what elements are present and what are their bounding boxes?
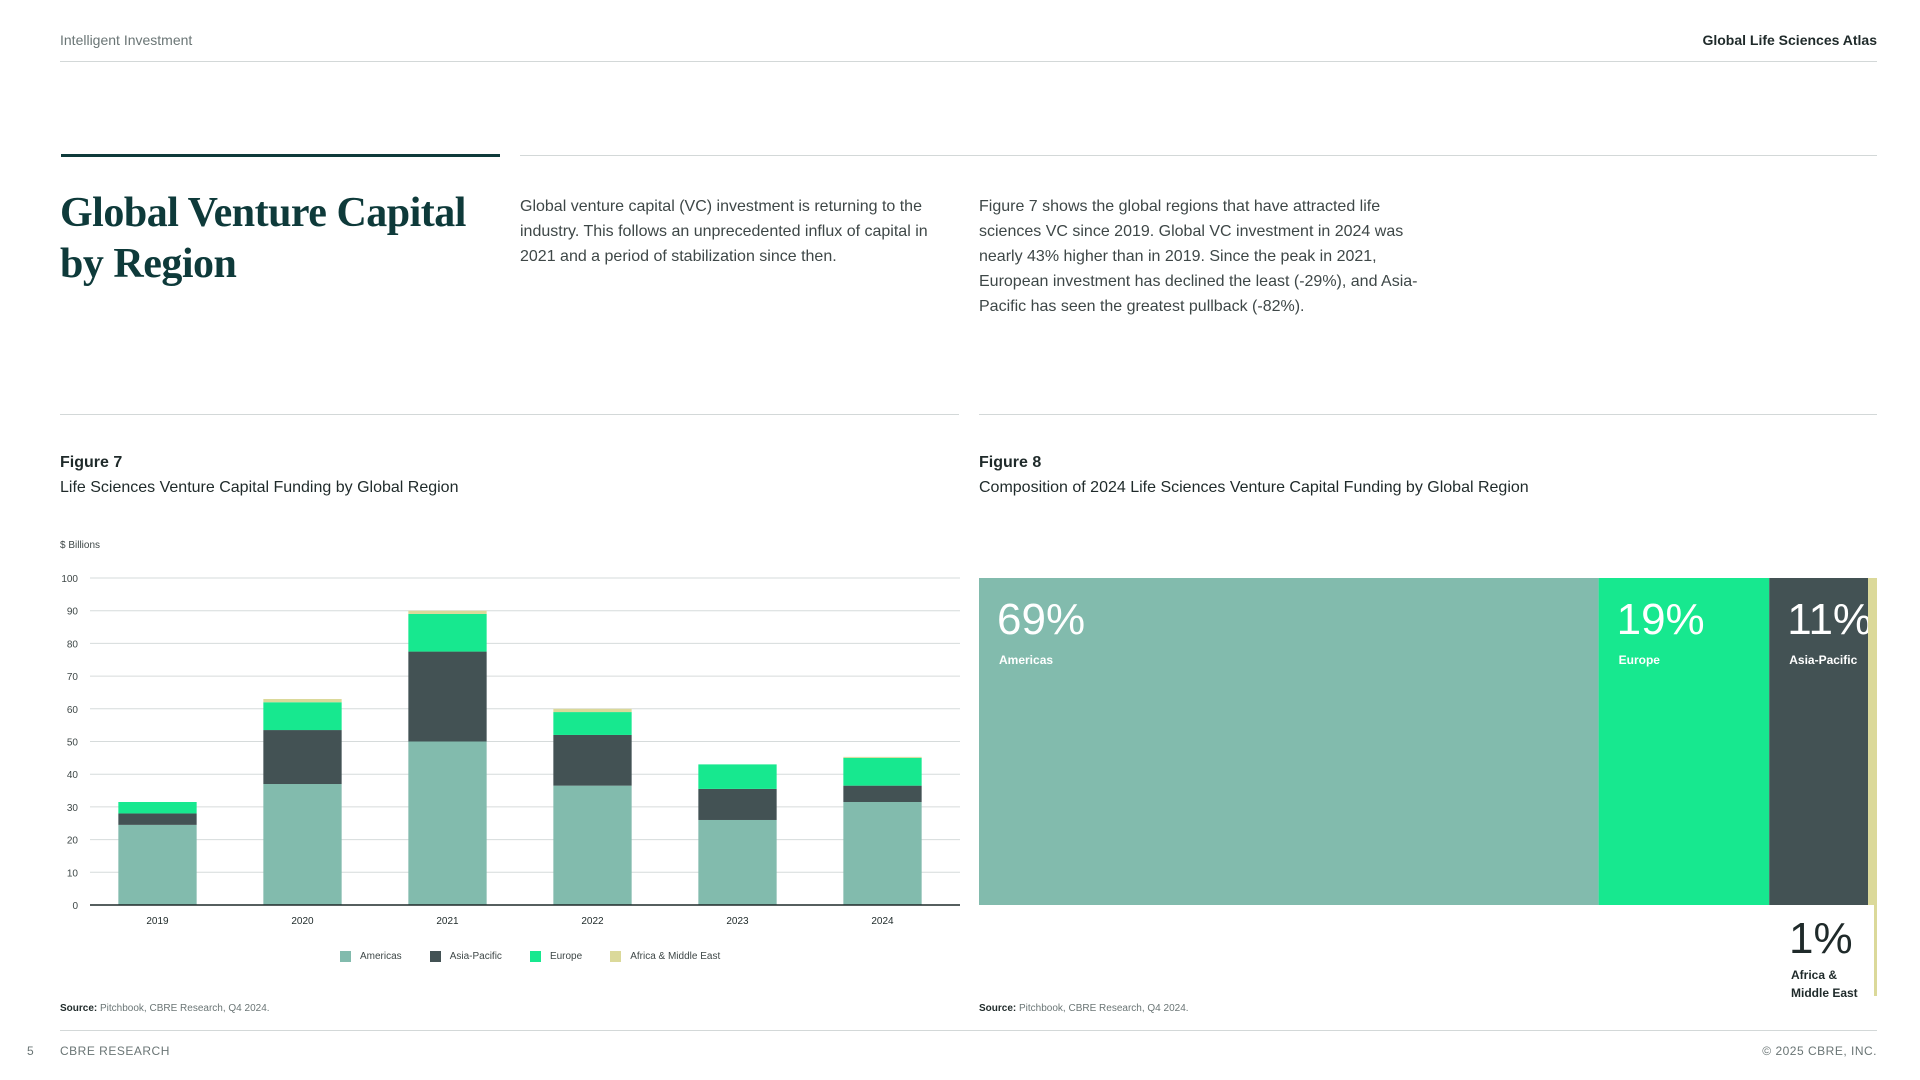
header-divider (60, 61, 1877, 62)
y-tick-label: 40 (67, 770, 79, 781)
header-left-label: Intelligent Investment (60, 32, 193, 48)
header-right-label: Global Life Sciences Atlas (1702, 32, 1877, 48)
segment-caption: Europe (1619, 653, 1661, 667)
figure7-stacked-bar-chart: 0 10 20 30 40 50 60 70 80 90 100 2019 2020 2021 2022 20… (61, 574, 960, 927)
legend-label: Africa & Middle East (630, 951, 721, 962)
y-tick-label: 100 (61, 574, 78, 585)
bar-segment-asia-pacific-2020 (263, 730, 342, 785)
legend-swatch (529, 951, 541, 962)
legend-label: Asia-Pacific (449, 951, 502, 962)
bar-segment-europe-2022 (553, 712, 632, 735)
bar-segment-asia-pacific-2024 (843, 785, 922, 802)
figure8-composition-bar: 69% Americas 19% Europe 11% Asia-Pacific 1% Afr… (979, 578, 1877, 1000)
figure8-divider (979, 414, 1877, 415)
y-tick-label: 0 (72, 901, 78, 912)
x-tick-label: 2024 (871, 916, 894, 927)
y-tick-label: 20 (67, 836, 79, 847)
figure7-unit-label: $ Billions (60, 540, 101, 551)
composition-segment-asia-pacific (1769, 578, 1869, 905)
bar-segment-africa-and-middle-east-2021 (408, 610, 487, 614)
figure7-source-label: Source: (60, 1003, 98, 1014)
detail-paragraph: Figure 7 shows the global regions that h… (979, 198, 1418, 315)
figure7-label: Figure 7 (60, 454, 123, 471)
legend-swatch (340, 951, 351, 962)
bar-segment-europe-2019 (118, 801, 197, 814)
bar-segment-americas-2021 (408, 741, 487, 905)
figure7-title: Life Sciences Venture Capital Funding by… (60, 479, 459, 496)
x-tick-label: 2019 (146, 916, 169, 927)
segment-caption: Americas (999, 653, 1053, 667)
title-accent-rule (61, 154, 500, 157)
footer-divider (60, 1030, 1877, 1031)
bar-segment-africa-and-middle-east-2020 (263, 698, 342, 703)
segment-caption: Asia-Pacific (1789, 653, 1857, 667)
legend-label: Americas (360, 951, 402, 962)
bar-segment-europe-2024 (843, 757, 922, 786)
y-tick-label: 80 (67, 639, 79, 650)
segment-percent-label: 11% (1787, 595, 1872, 644)
bar-segment-asia-pacific-2023 (698, 788, 777, 820)
bar-segment-americas-2024 (843, 801, 922, 905)
footer-left-label: CBRE RESEARCH (60, 1044, 170, 1058)
bar-segment-africa-and-middle-east-2024 (843, 756, 922, 758)
figure8-source-text: Pitchbook, CBRE Research, Q4 2024. (1016, 1003, 1189, 1014)
legend-swatch (610, 951, 622, 962)
figure7-divider (60, 414, 959, 415)
bar-segment-asia-pacific-2022 (553, 734, 632, 786)
legend-item-asia-pacific: Asia-Pacific (429, 951, 502, 962)
bar-segment-americas-2019 (118, 824, 197, 905)
x-tick-label: 2020 (291, 916, 314, 927)
x-tick-label: 2023 (726, 916, 749, 927)
y-tick-label: 60 (67, 705, 79, 716)
composition-segment-africa-and-middle-east (1868, 578, 1877, 905)
figure8-source-label: Source: (979, 1003, 1017, 1014)
y-tick-label: 50 (67, 738, 79, 749)
figure8-title: Composition of 2024 Life Sciences Ventur… (979, 479, 1529, 496)
figure7-source-text: Pitchbook, CBRE Research, Q4 2024. (97, 1003, 270, 1014)
segment-caption: Africa & (1791, 968, 1837, 982)
composition-segment-americas (979, 578, 1599, 905)
y-tick-label: 10 (67, 868, 79, 879)
bar-segment-americas-2022 (553, 785, 632, 905)
bar-segment-americas-2023 (698, 819, 777, 905)
legend-item-europe: Europe (529, 951, 583, 962)
y-tick-label: 30 (67, 803, 79, 814)
bar-segment-asia-pacific-2021 (408, 651, 487, 742)
bar-segment-asia-pacific-2019 (118, 813, 197, 825)
legend-item-americas: Americas (340, 951, 402, 962)
x-tick-label: 2022 (581, 916, 604, 927)
segment-caption: Middle East (1791, 986, 1858, 1000)
legend-label: Europe (549, 951, 583, 962)
bar-segment-europe-2023 (698, 764, 777, 789)
y-tick-label: 90 (67, 607, 79, 618)
page-title: Global Venture Capital by Region (60, 190, 466, 287)
segment-percent-label: 19% (1617, 595, 1705, 644)
figure8-label: Figure 8 (979, 454, 1042, 471)
y-tick-label: 70 (67, 672, 79, 683)
bar-segment-americas-2020 (263, 784, 342, 905)
legend-item-africa-and-middle-east: Africa & Middle East (610, 951, 720, 962)
segment-percent-label: 1% (1789, 914, 1853, 963)
page-number: 5 (27, 1044, 35, 1058)
figure7-source: Source: Pitchbook, CBRE Research, Q4 202… (60, 1003, 270, 1014)
footer-copyright: © 2025 CBRE, INC. (1762, 1044, 1877, 1058)
intro-divider (520, 155, 1877, 156)
x-tick-label: 2021 (436, 916, 459, 927)
bar-segment-europe-2020 (263, 702, 342, 731)
intro-paragraph: Global venture capital (VC) investment i… (520, 198, 928, 265)
segment-percent-label: 69% (997, 595, 1085, 644)
legend-swatch (429, 951, 441, 962)
composition-segment-europe (1598, 578, 1770, 905)
figure8-source: Source: Pitchbook, CBRE Research, Q4 202… (979, 1003, 1189, 1014)
bar-segment-africa-and-middle-east-2022 (553, 708, 632, 713)
figure7-legend: Americas Asia-Pacific Europe Africa & Middl… (340, 951, 748, 962)
bar-segment-europe-2021 (408, 613, 487, 652)
